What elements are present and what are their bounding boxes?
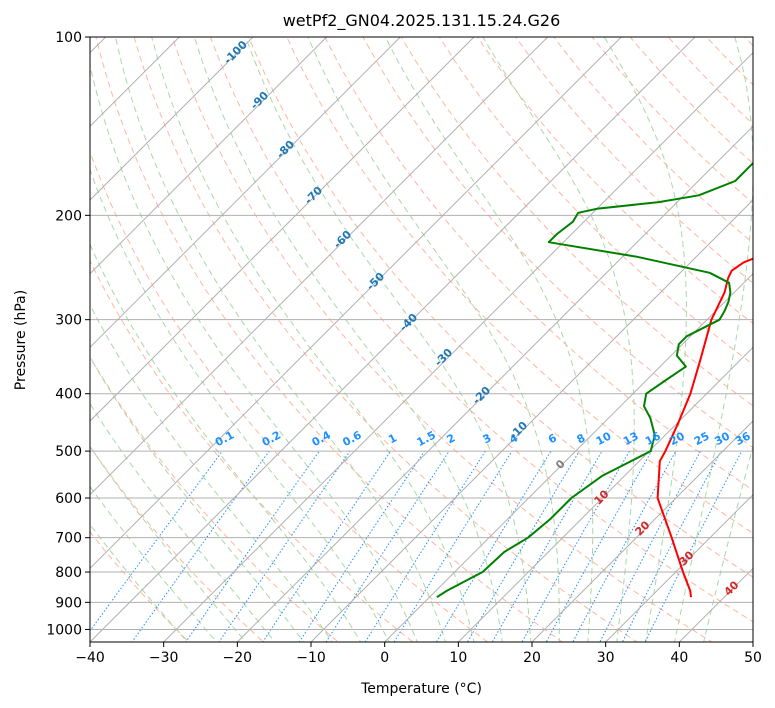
line-label: 25 [692, 429, 712, 448]
grid-lines [90, 37, 753, 642]
isotherm [90, 37, 696, 642]
dry-adiabat [95, 37, 564, 642]
dry-adiabat [362, 37, 753, 449]
line-label: 36 [733, 429, 753, 448]
dry-adiabat [171, 37, 713, 642]
moist-adiabat [307, 37, 560, 642]
temperature-profile [656, 257, 753, 598]
line-label: 30 [712, 429, 732, 448]
x-tick-label: 40 [670, 650, 688, 666]
y-tick-label: 1000 [46, 622, 82, 638]
x-tick-label: −20 [223, 650, 253, 666]
y-tick-label: 400 [55, 387, 82, 403]
isotherm [90, 37, 475, 422]
x-tick-label: −40 [75, 650, 105, 666]
x-tick-label: 0 [380, 650, 389, 666]
isotherm [90, 37, 254, 201]
isotherm [531, 420, 753, 642]
moist-adiabat [90, 168, 390, 642]
plot-frame [89, 36, 754, 643]
mixing-ratio-line [521, 450, 630, 642]
mixing-ratio-line [262, 450, 392, 642]
dry-adiabat [90, 259, 414, 642]
x-tick-label: 50 [744, 650, 762, 666]
mixing-ratio-line [545, 450, 653, 642]
mixing-ratio-line [185, 450, 320, 642]
dry-adiabat [591, 37, 753, 204]
line-label: 20 [667, 429, 687, 448]
line-label: 13 [621, 429, 641, 448]
mixing-ratio-line [393, 450, 513, 642]
mixing-ratio-line [491, 450, 603, 642]
isotherm [604, 493, 753, 642]
moist-adiabat [245, 37, 532, 642]
y-tick-label: 900 [55, 595, 82, 611]
isotherm [90, 37, 623, 570]
mixing-ratio-line [325, 450, 450, 642]
x-tick-label: 30 [597, 650, 615, 666]
moist-adiabat [151, 37, 475, 642]
x-axis: −40 −30 −20 −10 0 10 20 30 40 50 [75, 642, 762, 666]
dry-adiabat [209, 37, 753, 623]
chart-title: wetPf2_GN04.2025.131.15.24.G26 [283, 11, 561, 31]
y-tick-label: 200 [55, 208, 82, 224]
moist-adiabat [384, 37, 594, 642]
isotherm [90, 37, 328, 275]
y-tick-label: 700 [55, 531, 82, 547]
y-tick-label: 300 [55, 313, 82, 329]
moist-adiabat [603, 37, 687, 642]
moist-adiabat [482, 37, 635, 642]
y-axis: 100 200 300 400 500 600 700 800 900 1000 [46, 30, 90, 638]
dry-adiabat [515, 37, 753, 284]
dry-adiabat [553, 37, 753, 244]
moist-adiabat [674, 37, 753, 642]
mixing-ratio-line [218, 450, 351, 642]
dry-adiabat [400, 37, 753, 407]
mixing-ratio-line [621, 450, 722, 642]
isotherm [90, 37, 402, 349]
x-axis-title: Temperature (°C) [360, 681, 482, 697]
dewpoint-profile [436, 161, 753, 598]
isotherm [90, 37, 549, 496]
y-axis-title: Pressure (hPa) [13, 290, 29, 390]
mixing-ratio-line [435, 450, 552, 642]
isotherm [162, 51, 753, 642]
x-tick-label: 10 [449, 650, 467, 666]
y-tick-label: 600 [55, 491, 82, 507]
x-tick-label: −30 [149, 650, 179, 666]
dry-adiabat [286, 37, 753, 534]
y-tick-label: 500 [55, 444, 82, 460]
dry-adiabat [324, 37, 753, 491]
mixing-ratio-line [644, 450, 743, 642]
isotherm [236, 125, 753, 642]
dry-adiabat [90, 531, 190, 642]
isotherm [310, 199, 753, 642]
series-layer [436, 161, 753, 598]
moist-adiabat [90, 356, 305, 642]
dry-adiabat [90, 356, 340, 642]
dry-adiabat [248, 37, 753, 578]
line-label: 16 [643, 429, 663, 448]
isotherm [457, 346, 753, 642]
x-tick-label: −10 [296, 650, 326, 666]
mixing-ratio-line [364, 450, 486, 642]
x-tick-label: 20 [523, 650, 541, 666]
moist-adiabat [90, 303, 333, 642]
isotherm [90, 37, 181, 128]
y-tick-label: 800 [55, 565, 82, 581]
y-tick-label: 100 [55, 30, 82, 46]
line-label: 10 [594, 429, 614, 448]
